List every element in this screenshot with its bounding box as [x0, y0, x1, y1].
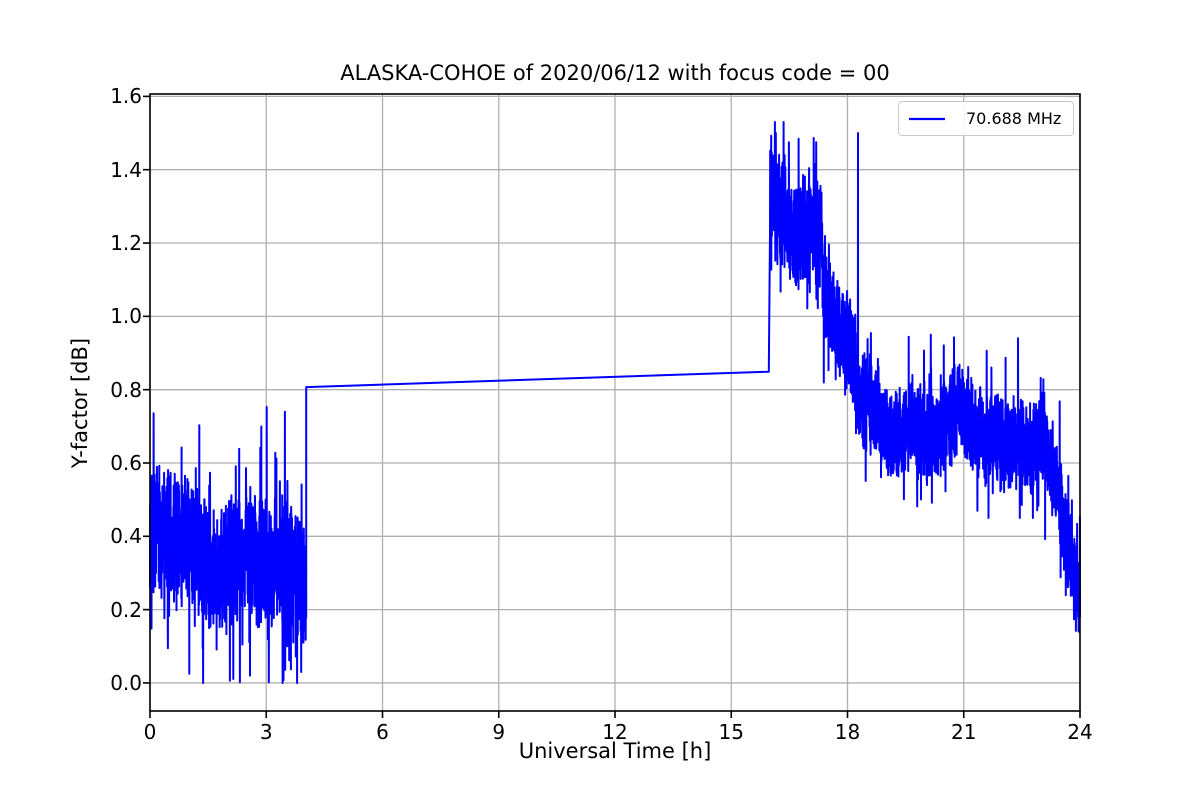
- x-tick-label: 9: [492, 720, 506, 744]
- x-tick-label: 24: [1067, 720, 1093, 744]
- x-tick-label: 18: [834, 720, 861, 744]
- legend-line-icon: [909, 117, 945, 120]
- y-tick-label: 1.4: [110, 157, 142, 182]
- data-series-line: [149, 121, 1081, 684]
- x-tick-label: 12: [602, 720, 628, 744]
- x-tick-label: 15: [718, 720, 744, 744]
- y-tick-label: 1.2: [110, 231, 142, 256]
- legend: 70.688 MHz: [898, 101, 1074, 136]
- x-tick-label: 0: [143, 720, 157, 744]
- legend-label: 70.688 MHz: [966, 109, 1062, 128]
- y-tick-label: 0.6: [110, 450, 142, 475]
- y-axis-label: Y-factor [dB]: [68, 337, 92, 469]
- y-tick-label: 0.4: [110, 524, 142, 549]
- y-tick-label: 1.0: [110, 304, 142, 329]
- plot-border: [149, 93, 1081, 712]
- x-tick-label: 21: [951, 720, 977, 744]
- y-tick-label: 0.0: [110, 670, 142, 695]
- x-tick-label: 3: [259, 720, 273, 744]
- x-axis-label: Universal Time [h]: [518, 739, 712, 763]
- x-tick-label: 6: [376, 720, 389, 744]
- y-tick-label: 0.2: [110, 597, 142, 622]
- y-tick-label: 1.6: [110, 84, 142, 109]
- y-tick-label: 0.8: [110, 377, 142, 402]
- chart-title: ALASKA-COHOE of 2020/06/12 with focus co…: [340, 61, 890, 85]
